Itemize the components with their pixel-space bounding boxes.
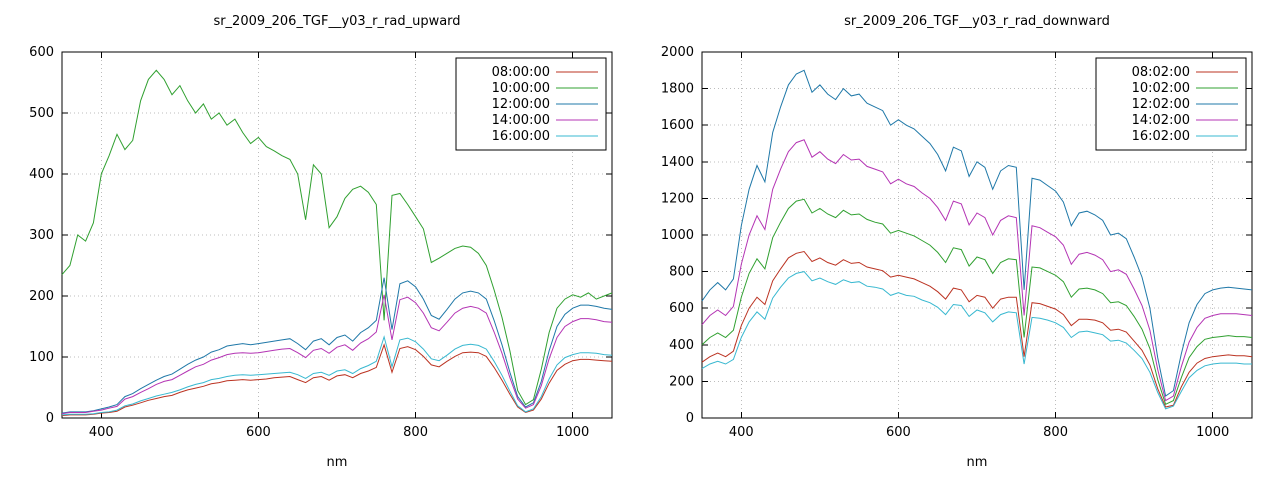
x-tick-label: 400 bbox=[729, 425, 754, 440]
y-tick-label: 1200 bbox=[661, 191, 694, 206]
y-tick-label: 1000 bbox=[661, 228, 694, 243]
legend-label: 12:02:00 bbox=[1132, 97, 1190, 112]
chart-panel-downward: sr_2009_206_TGF__y03_r_rad_downward nm 4… bbox=[640, 0, 1280, 480]
y-tick-label: 0 bbox=[46, 411, 54, 426]
y-tick-label: 1400 bbox=[661, 155, 694, 170]
series-line-14:02:00 bbox=[701, 139, 1253, 402]
series-line-08:02:00 bbox=[701, 250, 1253, 408]
x-tick-label: 1000 bbox=[556, 425, 589, 440]
chart-title: sr_2009_206_TGF__y03_r_rad_upward bbox=[213, 14, 460, 29]
y-tick-label: 600 bbox=[669, 301, 694, 316]
y-tick-label: 300 bbox=[29, 228, 54, 243]
series-line-10:02:00 bbox=[701, 198, 1253, 405]
x-tick-label: 600 bbox=[246, 425, 271, 440]
x-axis-label: nm bbox=[967, 455, 988, 470]
y-tick-label: 800 bbox=[669, 265, 694, 280]
legend-label: 10:02:00 bbox=[1132, 81, 1190, 96]
legend-label: 08:02:00 bbox=[1132, 65, 1190, 80]
x-tick-label: 800 bbox=[403, 425, 428, 440]
series-line-10:00:00 bbox=[61, 69, 613, 406]
series-line-12:02:00 bbox=[701, 69, 1253, 397]
plot-area: 400 600 800 1000 0 100 200 300 400 500 600 bbox=[29, 45, 613, 440]
plot-area: 400 600 800 1000 0 200 400 600 800 1000 1200 1400 16… bbox=[661, 45, 1253, 440]
chart-canvas-upward: sr_2009_206_TGF__y03_r_rad_upward nm 400… bbox=[29, 14, 613, 470]
y-tick-label: 2000 bbox=[661, 45, 694, 60]
series-line-08:00:00 bbox=[61, 343, 613, 417]
chart-canvas-downward: sr_2009_206_TGF__y03_r_rad_downward nm 4… bbox=[661, 14, 1253, 470]
chart-panel-upward: sr_2009_206_TGF__y03_r_rad_upward nm 400… bbox=[29, 14, 613, 470]
y-tick-label: 400 bbox=[669, 338, 694, 353]
legend-label: 14:02:00 bbox=[1132, 113, 1190, 128]
legend-label: 14:00:00 bbox=[492, 113, 550, 128]
legend-label: 10:00:00 bbox=[492, 81, 550, 96]
y-tick-label: 1800 bbox=[661, 82, 694, 97]
y-tick-label: 400 bbox=[29, 167, 54, 182]
x-tick-label: 1000 bbox=[1196, 425, 1229, 440]
x-axis-label: nm bbox=[327, 455, 348, 470]
legend-label: 16:02:00 bbox=[1132, 129, 1190, 144]
legend-label: 16:00:00 bbox=[492, 129, 550, 144]
y-tick-label: 0 bbox=[686, 411, 694, 426]
y-tick-label: 200 bbox=[669, 374, 694, 389]
chart-title: sr_2009_206_TGF__y03_r_rad_downward bbox=[844, 14, 1110, 29]
series-line-16:02:00 bbox=[701, 271, 1252, 410]
x-tick-label: 600 bbox=[886, 425, 911, 440]
legend-label: 12:00:00 bbox=[492, 97, 550, 112]
series-line-16:00:00 bbox=[61, 335, 613, 416]
x-tick-label: 800 bbox=[1043, 425, 1068, 440]
y-tick-label: 200 bbox=[29, 289, 54, 304]
series-line-12:00:00 bbox=[61, 277, 613, 414]
series-line-14:00:00 bbox=[61, 294, 613, 415]
y-tick-label: 600 bbox=[29, 45, 54, 60]
x-tick-label: 400 bbox=[89, 425, 114, 440]
y-tick-label: 100 bbox=[29, 350, 54, 365]
legend-label: 08:00:00 bbox=[492, 65, 550, 80]
y-tick-label: 1600 bbox=[661, 118, 694, 133]
y-tick-label: 500 bbox=[29, 106, 54, 121]
